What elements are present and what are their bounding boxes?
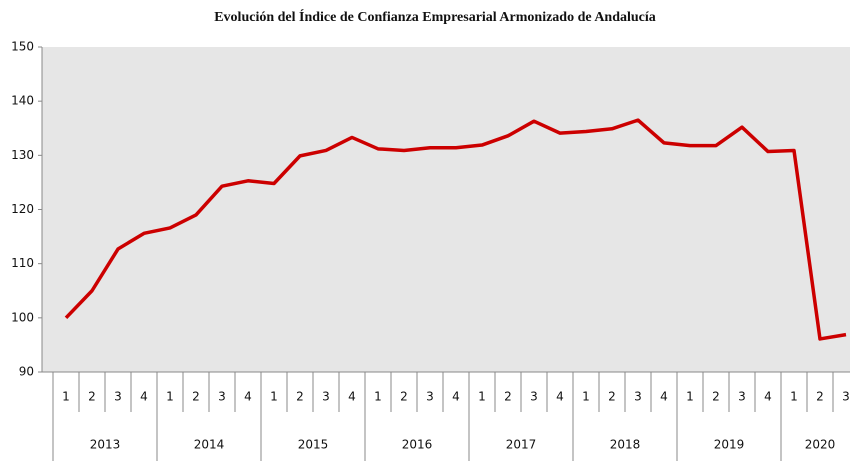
y-tick-label: 110 — [11, 256, 34, 270]
x-tick-label: 3 — [218, 390, 226, 404]
x-tick-label: 1 — [270, 390, 278, 404]
x-group-label: 2013 — [90, 438, 121, 452]
x-tick-label: 1 — [686, 390, 694, 404]
y-tick-label: 120 — [11, 202, 34, 216]
y-tick-label: 90 — [19, 365, 34, 379]
x-tick-label: 3 — [738, 390, 746, 404]
y-tick-label: 140 — [11, 94, 34, 108]
y-tick-label: 130 — [11, 148, 34, 162]
x-tick-label: 1 — [790, 390, 798, 404]
x-tick-label: 2 — [504, 390, 512, 404]
x-tick-label: 3 — [114, 390, 122, 404]
x-group-label: 2017 — [506, 438, 537, 452]
x-tick-label: 2 — [816, 390, 824, 404]
x-tick-label: 1 — [166, 390, 174, 404]
x-tick-label: 3 — [530, 390, 538, 404]
x-tick-label: 2 — [400, 390, 408, 404]
x-tick-label: 4 — [348, 390, 356, 404]
x-tick-label: 1 — [478, 390, 486, 404]
line-series — [64, 118, 847, 341]
x-tick-label: 1 — [374, 390, 382, 404]
x-group-label: 2018 — [610, 438, 641, 452]
x-tick-label: 3 — [634, 390, 642, 404]
x-tick-label: 2 — [192, 390, 200, 404]
x-tick-label: 2 — [608, 390, 616, 404]
x-tick-label: 2 — [296, 390, 304, 404]
x-tick-label: 3 — [426, 390, 434, 404]
x-tick-label: 3 — [322, 390, 330, 404]
x-group-label: 2016 — [402, 438, 433, 452]
y-tick-label: 150 — [11, 40, 34, 54]
x-tick-label: 2 — [88, 390, 96, 404]
x-tick-label: 4 — [556, 390, 564, 404]
x-group-label: 2020 — [805, 438, 836, 452]
chart-title: Evolución del Índice de Confianza Empres… — [214, 8, 656, 25]
x-group-label: 2014 — [194, 438, 225, 452]
x-group-label: 2015 — [298, 438, 329, 452]
x-tick-label: 2 — [712, 390, 720, 404]
x-tick-label: 3 — [842, 390, 850, 404]
x-tick-label: 4 — [660, 390, 668, 404]
y-tick-label: 100 — [11, 310, 34, 324]
x-tick-label: 4 — [452, 390, 460, 404]
x-tick-label: 4 — [764, 390, 772, 404]
x-tick-label: 1 — [62, 390, 70, 404]
x-group-label: 2019 — [714, 438, 745, 452]
plot-area — [42, 47, 850, 372]
x-tick-label: 4 — [244, 390, 252, 404]
x-tick-label: 1 — [582, 390, 590, 404]
x-tick-label: 4 — [140, 390, 148, 404]
